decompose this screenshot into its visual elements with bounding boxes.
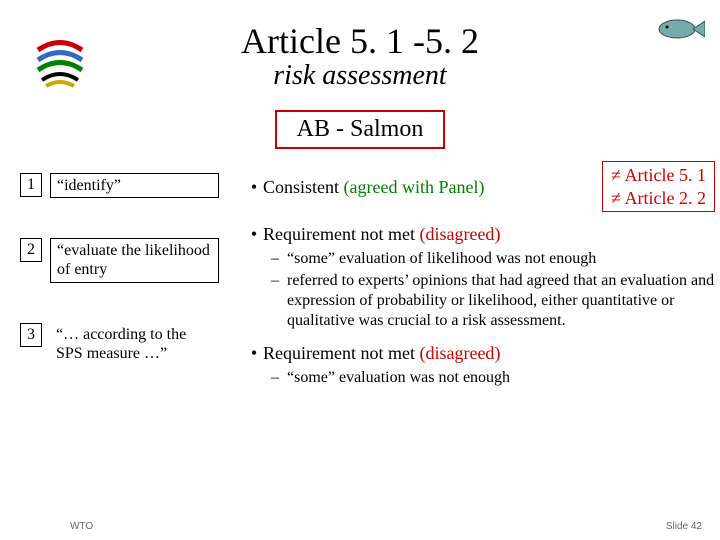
- footer-left: WTO: [70, 521, 93, 532]
- bullet-marker: •: [245, 224, 263, 245]
- bullet-paren: (disagreed): [419, 343, 500, 363]
- bullet-lead: Requirement not met: [263, 343, 419, 363]
- bullet-paren: (agreed with Panel): [344, 177, 485, 197]
- prong-num: 3: [20, 323, 42, 347]
- bullet-marker: •: [245, 177, 263, 198]
- sub-list: “some” evaluation was not enough: [263, 368, 715, 388]
- bullet-body: Requirement not met (disagreed) “some” e…: [263, 224, 715, 333]
- fish-icon: [655, 15, 705, 43]
- article-refs-box: ≠ Article 5. 1 ≠ Article 2. 2: [602, 161, 715, 212]
- bullet-marker: •: [245, 343, 263, 364]
- bullet-2: • Requirement not met (disagreed) “some”…: [245, 224, 715, 333]
- slide: Article 5. 1 -5. 2 risk assessment AB - …: [0, 0, 720, 540]
- sub-item: referred to experts’ opinions that had a…: [287, 271, 715, 331]
- footer-right: Slide 42: [666, 521, 702, 532]
- prong-1: 1 “identify”: [20, 173, 230, 198]
- left-column: 1 “identify” 2 “evaluate the likelihood …: [20, 167, 230, 405]
- bullet-body: Requirement not met (disagreed) “some” e…: [263, 343, 715, 390]
- title-block: Article 5. 1 -5. 2 risk assessment: [20, 20, 700, 92]
- slide-subtitle: risk assessment: [20, 60, 700, 92]
- bullet-lead: Requirement not met: [263, 224, 419, 244]
- prong-text: “evaluate the likelihood of entry: [50, 238, 219, 282]
- prong-text: “… according to the SPS measure …”: [50, 323, 217, 365]
- wto-logo: [30, 30, 90, 90]
- prong-3: 3 “… according to the SPS measure …”: [20, 323, 230, 365]
- prong-num: 2: [20, 238, 42, 262]
- prong-text: “identify”: [50, 173, 219, 198]
- prong-2: 2 “evaluate the likelihood of entry: [20, 238, 230, 282]
- right-column: ≠ Article 5. 1 ≠ Article 2. 2 • Consiste…: [245, 167, 715, 400]
- article-ref-line: ≠ Article 5. 1: [611, 164, 706, 187]
- sub-item: “some” evaluation of likelihood was not …: [287, 249, 715, 269]
- prong-num: 1: [20, 173, 42, 197]
- ab-salmon-box: AB - Salmon: [275, 110, 446, 149]
- bullet-paren: (disagreed): [419, 224, 500, 244]
- sub-list: “some” evaluation of likelihood was not …: [263, 249, 715, 331]
- article-ref-line: ≠ Article 2. 2: [611, 187, 706, 210]
- slide-title: Article 5. 1 -5. 2: [20, 20, 700, 62]
- bullet-lead: Consistent: [263, 177, 344, 197]
- bullet-3: • Requirement not met (disagreed) “some”…: [245, 343, 715, 390]
- sub-item: “some” evaluation was not enough: [287, 368, 715, 388]
- ab-box-wrap: AB - Salmon: [20, 110, 700, 149]
